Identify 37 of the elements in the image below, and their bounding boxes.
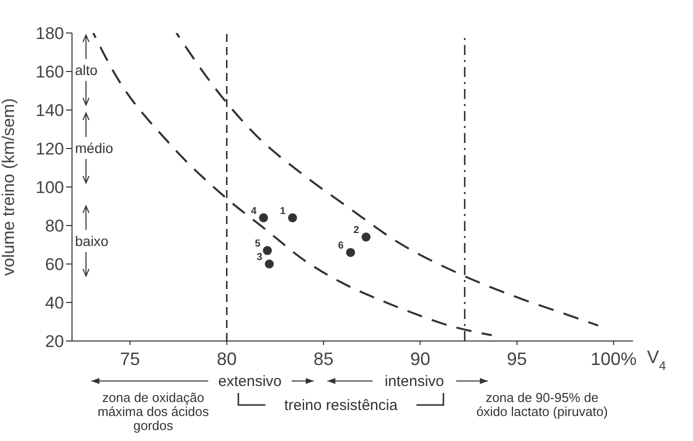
y-tick-label: 40: [45, 294, 64, 313]
text: extensivo: [218, 373, 282, 390]
x-tick-label: 75: [120, 349, 140, 369]
point: [264, 260, 274, 268]
x-tick-label: 100%: [590, 349, 637, 369]
x-tick-label: 90: [410, 349, 430, 369]
point: [362, 232, 371, 242]
text: zona de 90-95% de óxido lactato (piruvato): [475, 390, 609, 419]
x-tick-label: 95: [506, 349, 527, 369]
annotation: 6: [338, 240, 344, 252]
annotation: médio: [75, 140, 114, 156]
x-tick-label: 85: [313, 349, 334, 369]
y-tick-label: 20: [45, 332, 64, 352]
annotation: baixo: [75, 233, 109, 249]
y-tick-label: 80: [45, 216, 64, 236]
point: [288, 213, 298, 222]
annotation: 1: [280, 206, 286, 217]
y-tick-label: 160: [36, 62, 64, 82]
point: [346, 248, 356, 257]
annotation: 2: [353, 225, 360, 236]
x-axis-title: V$_{4}$: [647, 347, 666, 373]
x-tick-label: 80: [216, 349, 237, 369]
annotation: 5: [254, 238, 261, 250]
y-tick-label: 120: [36, 140, 64, 159]
point: [262, 246, 272, 256]
y-axis-title: volume treino (km/sem): [0, 98, 18, 276]
y-tick-label: 180: [36, 24, 64, 44]
y-tick-label: 60: [45, 255, 64, 274]
text: zona de oxidação máxima dos ácidos gordos: [96, 390, 210, 433]
annotation: alto: [75, 62, 98, 78]
annotation: 3: [256, 252, 263, 263]
point: [259, 213, 268, 222]
text: treino resistência: [284, 397, 398, 414]
text: intensivo: [384, 373, 444, 390]
annotation: 4: [250, 206, 257, 217]
y-tick-label: 100: [36, 178, 64, 198]
y-tick-label: 140: [36, 101, 64, 120]
